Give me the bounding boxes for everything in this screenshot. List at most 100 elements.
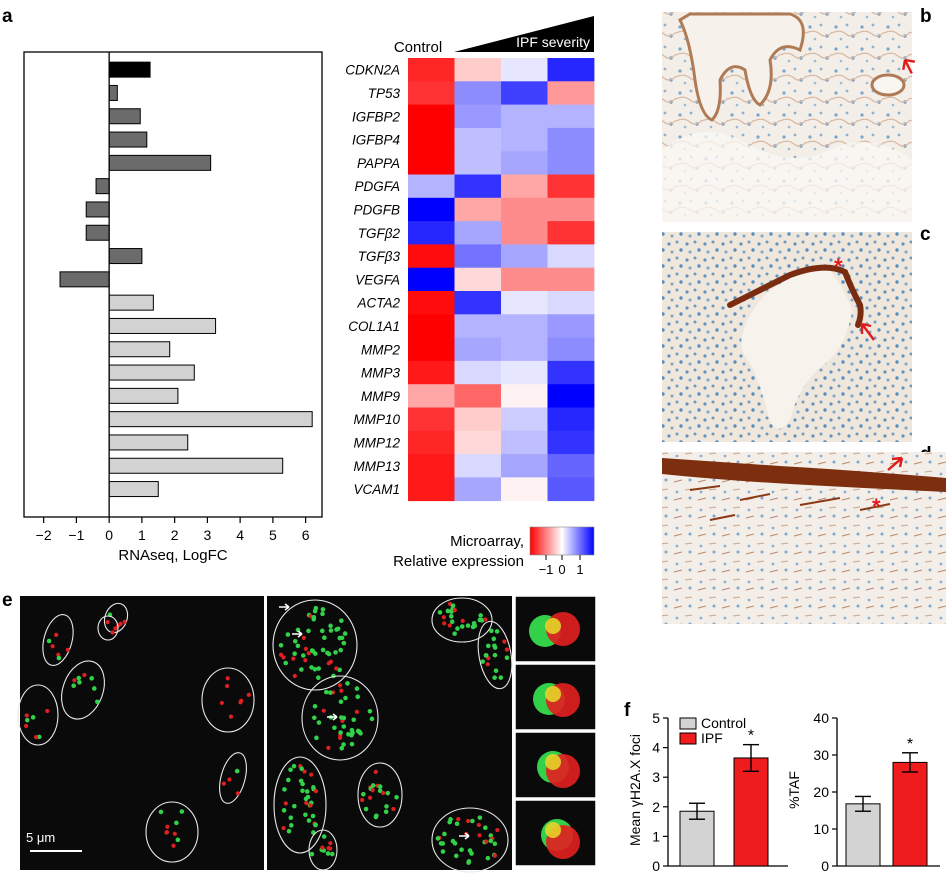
telomere-signal-dot xyxy=(313,822,318,828)
telomere-signal-dot xyxy=(448,614,454,619)
telomere-signal-dot xyxy=(295,643,301,649)
rnaseq-bar-mmp2 xyxy=(108,341,171,358)
heatmap-cell xyxy=(454,291,502,315)
gamma-h2ax-signal-dot xyxy=(283,801,288,806)
telomere-signal-dot xyxy=(76,675,82,681)
fish-micrograph-ipf xyxy=(267,596,513,873)
heatmap-cell xyxy=(501,104,548,129)
heatmap-cell xyxy=(454,58,502,82)
fish-inset-3 xyxy=(514,731,597,799)
telomere-signal-dot xyxy=(493,668,499,674)
heatmap-cell xyxy=(501,430,548,455)
heatmap-control-header: Control xyxy=(394,39,442,56)
telomere-signal-dot xyxy=(435,836,441,841)
fish-image-control-background xyxy=(20,596,264,870)
gamma-h2ax-signal-dot xyxy=(225,676,230,681)
heatmap-cell xyxy=(408,81,455,105)
telomere-signal-dot xyxy=(354,686,360,691)
telomere-signal-dot xyxy=(437,610,443,615)
inset-colocalisation-signal xyxy=(545,754,561,770)
gamma-h2ax-signal-dot xyxy=(483,617,488,622)
gamma-h2ax-signal-dot xyxy=(321,708,326,713)
gamma-h2ax-signal-dot xyxy=(465,818,471,824)
rnaseq-bar-tgfβ2 xyxy=(85,224,110,241)
gamma-h2ax-signal-dot xyxy=(65,647,70,652)
rnaseq-bar-vcam1 xyxy=(108,481,159,498)
telomere-signal-dot xyxy=(303,812,308,818)
telomere-signal-dot xyxy=(288,815,294,820)
gamma-h2ax-signal-dot xyxy=(504,647,509,652)
telomere-signal-dot xyxy=(438,841,444,846)
gene-label-vegfa: VEGFA xyxy=(355,272,400,287)
heatmap-cell xyxy=(547,221,595,245)
gamma-h2ax-signal-dot xyxy=(334,666,339,671)
heatmap-cell xyxy=(408,174,455,199)
gamma-h2ax-signal-dot xyxy=(373,769,378,775)
gene-label-mmp13: MMP13 xyxy=(353,459,400,474)
rnaseq-bar-pdgfb xyxy=(85,201,110,218)
heatmap-cell xyxy=(454,151,502,175)
telomere-signal-dot xyxy=(46,638,52,644)
telomere-signal-dot xyxy=(367,708,373,714)
colorbar-tick-label: −1 xyxy=(539,562,554,577)
gene-label-tgfβ2: TGFβ2 xyxy=(358,226,401,241)
gamma-h2ax-signal-dot xyxy=(24,713,29,718)
gamma-h2ax-signal-dot xyxy=(82,672,87,678)
nucleus-outline xyxy=(431,807,509,873)
heatmap-cell xyxy=(454,267,502,292)
heatmap-cell xyxy=(454,174,502,199)
gamma-h2ax-signal-dot xyxy=(110,630,115,635)
nucleus-outline xyxy=(145,801,199,863)
telomere-signal-dot xyxy=(492,841,498,847)
telomere-signal-dot xyxy=(384,804,389,809)
red-arrow-d xyxy=(887,456,904,471)
telomere-signal-dot xyxy=(370,783,376,788)
gamma-h2ax-signal-dot xyxy=(360,797,365,803)
gamma-h2ax-signal-dot xyxy=(308,613,313,619)
telomere-signal-dot xyxy=(342,631,348,636)
fish-micrograph-control: 5 μm xyxy=(17,596,264,870)
x-tick-label: 1 xyxy=(138,527,146,543)
panel-d: d * xyxy=(662,444,946,624)
y-tick-label: 1 xyxy=(652,828,660,844)
gamma-h2ax-signal-dot xyxy=(303,646,308,651)
rnaseq-bar-vegfa xyxy=(59,271,110,288)
gene-label-pdgfa: PDGFA xyxy=(354,179,400,194)
telomere-signal-dot xyxy=(369,716,375,722)
red-arrow-c xyxy=(860,322,875,341)
nucleus-outline xyxy=(61,660,105,720)
rnaseq-bar-tp53 xyxy=(108,84,118,101)
telomere-signal-dot xyxy=(485,643,491,649)
nucleus-outline xyxy=(431,597,493,643)
gamma-h2ax-signal-dot xyxy=(476,822,481,828)
telomere-signal-dot xyxy=(332,725,337,731)
heatmap-cell xyxy=(547,360,595,385)
alveolar-space xyxy=(662,132,912,222)
telomere-signal-dot xyxy=(36,734,42,740)
heatmap-cell xyxy=(454,454,502,478)
nucleus-outline xyxy=(477,620,513,690)
telomere-signal-dot xyxy=(328,628,334,633)
gene-label-tgfβ3: TGFβ3 xyxy=(358,249,401,264)
telomere-signal-dot xyxy=(286,828,292,834)
y-tick-label: 30 xyxy=(813,747,829,763)
bar-ipf xyxy=(733,757,769,867)
ihc-micrograph-d: * xyxy=(662,452,946,624)
telomere-signal-dot xyxy=(355,694,361,700)
panel-label-e: e xyxy=(2,590,13,611)
telomere-signal-dot xyxy=(345,681,350,686)
nucleus-outline xyxy=(201,667,255,733)
telomere-signal-dot xyxy=(311,785,316,790)
heatmap-cell xyxy=(501,360,548,385)
panel-e: e 5 μm xyxy=(2,590,597,873)
telomere-signal-dot xyxy=(305,794,311,800)
gamma-h2ax-signal-dot xyxy=(224,683,230,689)
gene-label-igfbp4: IGFBP4 xyxy=(352,133,400,148)
gene-label-mmp10: MMP10 xyxy=(353,412,400,427)
gene-label-tp53: TP53 xyxy=(368,86,401,101)
telomere-signal-dot xyxy=(338,647,344,653)
gene-label-mmp9: MMP9 xyxy=(361,389,400,404)
telomere-signal-dot xyxy=(360,791,366,797)
gamma-h2ax-signal-dot xyxy=(303,658,308,663)
